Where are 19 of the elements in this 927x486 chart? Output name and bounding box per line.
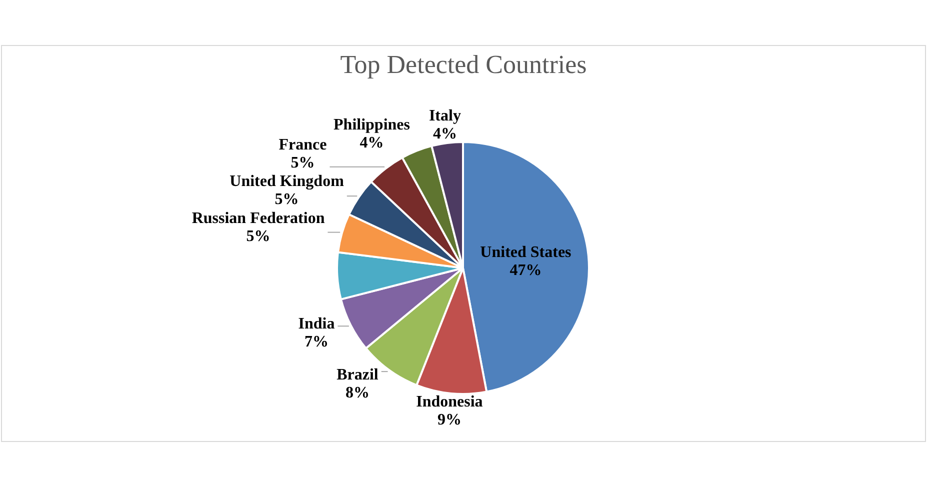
data-label: 5% [290, 154, 315, 172]
data-label: 9% [437, 412, 462, 428]
data-label: 5% [274, 191, 299, 208]
data-label: 8% [345, 384, 370, 402]
slice-label: Russian Federation [192, 210, 325, 227]
data-label: 47% [510, 262, 542, 280]
chart-title: Top Detected Countries [339, 50, 588, 80]
data-label: 4% [432, 125, 457, 142]
slice-label: United Kingdom [230, 173, 345, 190]
slice-label: Indonesia [416, 394, 483, 410]
data-label: 4% [360, 134, 384, 152]
slice-label: Italy [428, 107, 461, 124]
slice-label: India [298, 316, 335, 333]
data-label: 7% [304, 334, 328, 351]
slice-label: Philippines [334, 116, 410, 134]
slice-label: France [278, 136, 327, 154]
data-label: 5% [246, 228, 270, 245]
slice-label: United States [480, 244, 572, 262]
slice-label: Brazil [336, 366, 379, 384]
